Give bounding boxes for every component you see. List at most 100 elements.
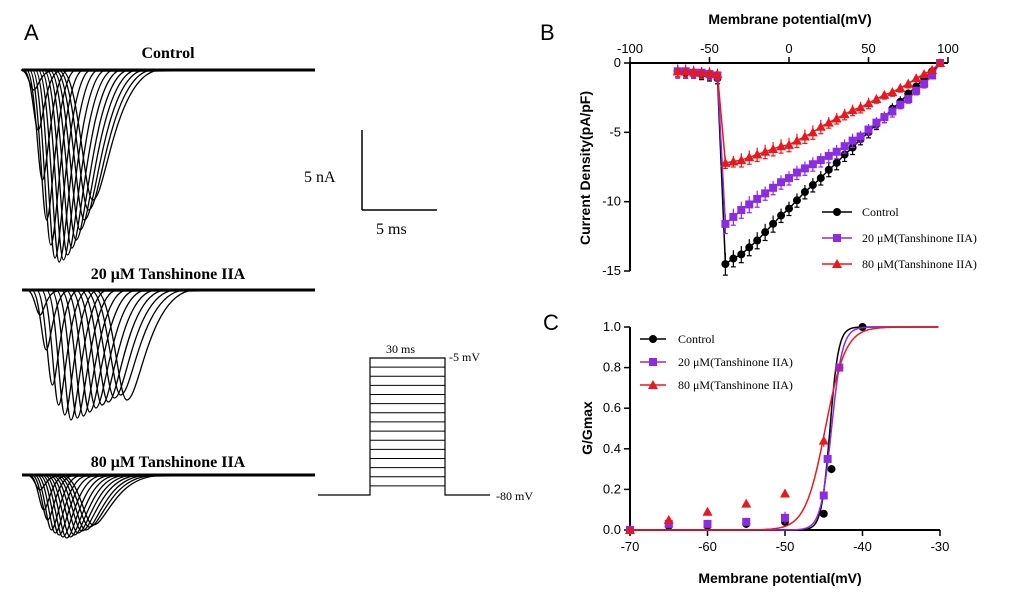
protocol-outline — [318, 357, 490, 496]
data-point — [807, 127, 818, 137]
panel-c-legend: Control 20 μM(Tanshinone IIA) 80 μM(Tanshi… — [640, 332, 793, 392]
series-line — [677, 62, 941, 164]
trace-title-80um: 80 μM Tanshinone IIA — [91, 454, 246, 471]
data-point — [824, 165, 833, 174]
data-point — [819, 491, 828, 500]
data-point — [815, 121, 826, 131]
data-point — [799, 131, 810, 141]
y-tick-label: 0 — [614, 55, 621, 70]
data-point — [761, 189, 770, 198]
legend-marker — [649, 358, 657, 366]
data-point — [745, 243, 754, 252]
data-point — [816, 174, 825, 183]
panel-c-y-axis-title: G/Gmax — [579, 401, 595, 455]
current-trace — [22, 474, 316, 536]
current-trace — [22, 69, 316, 231]
current-trace — [22, 69, 316, 261]
legend-marker — [833, 208, 841, 216]
x-tick-label: -70 — [621, 539, 640, 554]
data-point — [784, 139, 794, 149]
current-trace — [22, 474, 316, 534]
data-point — [776, 141, 787, 151]
current-trace — [22, 289, 316, 386]
data-point — [879, 89, 890, 99]
series-2 — [672, 58, 946, 169]
data-point — [625, 525, 635, 534]
current-trace — [22, 289, 316, 406]
series-1 — [673, 59, 945, 235]
current-traces-80um — [22, 473, 316, 539]
data-point — [808, 181, 817, 190]
data-point — [720, 157, 731, 167]
y-tick-label: 0.4 — [603, 441, 621, 456]
panel-a: A Control 20 μM Tanshinone IIA 80 μM Tan… — [20, 20, 533, 539]
data-point — [800, 164, 809, 173]
x-tick-label: -40 — [853, 539, 872, 554]
data-point — [728, 156, 739, 166]
panel-c-series — [625, 323, 939, 534]
data-point — [752, 149, 763, 159]
data-point — [729, 212, 738, 221]
current-trace — [22, 474, 316, 526]
data-point — [895, 82, 906, 92]
panel-b: B Membrane potential(mV) Current Density… — [540, 11, 977, 278]
data-point — [871, 94, 882, 104]
x-tick-label: -30 — [931, 539, 950, 554]
current-trace — [22, 474, 316, 532]
current-trace — [22, 289, 316, 403]
data-point — [753, 236, 762, 245]
current-trace — [22, 69, 316, 249]
data-point — [721, 219, 730, 228]
panel-b-series — [672, 58, 946, 276]
data-point — [741, 498, 752, 508]
y-tick-label: 0.8 — [603, 360, 621, 375]
data-point — [744, 152, 755, 162]
data-point — [927, 64, 938, 74]
protocol-top-voltage-label: -5 mV — [449, 350, 480, 364]
x-tick-label: -50 — [700, 41, 719, 56]
data-point — [823, 454, 832, 463]
data-point — [832, 147, 841, 156]
data-point — [832, 158, 841, 167]
data-point — [888, 107, 897, 116]
panel-c-axes: -70 -60 -50 -40 -30 0.0 0.2 0.4 0.6 0.8 1.0 — [603, 319, 949, 554]
legend-label: 20 μM(Tanshinone IIA) — [678, 355, 793, 369]
data-point — [911, 73, 922, 83]
data-point — [864, 125, 873, 134]
current-trace — [22, 474, 316, 531]
data-point — [935, 58, 946, 67]
x-tick-label: 0 — [785, 41, 792, 56]
scale-bar-current-label: 5 nA — [304, 169, 336, 186]
data-point — [745, 200, 754, 209]
legend-label: 20 μM(Tanshinone IIA) — [862, 231, 977, 245]
data-point — [753, 194, 762, 203]
data-point — [887, 87, 898, 97]
trace-title-20um: 20 μM Tanshinone IIA — [91, 266, 246, 283]
current-trace — [22, 474, 316, 539]
legend-marker — [649, 335, 657, 343]
legend-label: 80 μM(Tanshinone IIA) — [862, 257, 977, 271]
data-point — [696, 67, 707, 77]
y-tick-label: 1.0 — [603, 319, 621, 334]
data-point — [848, 136, 857, 145]
data-point — [840, 150, 849, 159]
current-trace — [22, 474, 316, 531]
data-point — [863, 98, 874, 108]
current-trace — [22, 289, 316, 417]
data-point — [920, 79, 929, 88]
data-point — [840, 142, 849, 151]
current-trace — [22, 69, 316, 201]
current-trace — [22, 474, 316, 538]
legend-marker — [648, 380, 658, 389]
data-point — [736, 155, 747, 165]
data-point — [780, 488, 790, 498]
x-tick-label: 100 — [937, 41, 959, 56]
panel-b-axes: -100 -50 0 50 100 0 -5 -10 -15 — [602, 41, 959, 278]
trace-title-control: Control — [141, 45, 195, 62]
data-point — [912, 86, 921, 95]
data-point — [823, 117, 834, 127]
data-point — [737, 250, 746, 259]
data-point — [672, 66, 683, 76]
current-trace — [22, 474, 316, 528]
